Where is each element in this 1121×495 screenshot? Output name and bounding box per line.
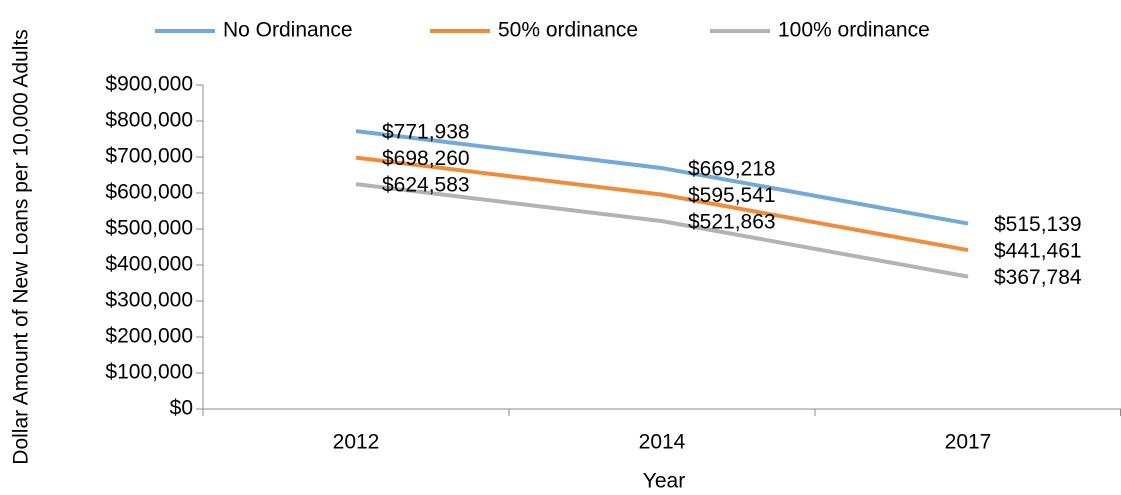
- data-label: $515,139: [994, 213, 1082, 236]
- y-tick-label: $500,000: [105, 217, 193, 240]
- y-tick-label: $300,000: [105, 289, 193, 312]
- data-label: $367,784: [994, 266, 1082, 289]
- y-tick-label: $100,000: [105, 361, 193, 384]
- x-tick-label: 2014: [639, 431, 686, 454]
- data-label: $624,583: [382, 174, 470, 197]
- data-label: $441,461: [994, 240, 1082, 263]
- x-tick-label: 2012: [333, 431, 380, 454]
- y-tick-label: $400,000: [105, 253, 193, 276]
- legend-label: No Ordinance: [223, 19, 353, 42]
- series-line: [355, 182, 969, 279]
- y-tick-label: $800,000: [105, 109, 193, 132]
- data-label: $698,260: [382, 147, 470, 170]
- series-line: [355, 129, 969, 226]
- y-tick-label: $700,000: [105, 145, 193, 168]
- data-label: $595,541: [688, 184, 776, 207]
- y-tick-label: $200,000: [105, 325, 193, 348]
- series-line: [355, 155, 969, 253]
- legend-label: 100% ordinance: [778, 19, 930, 42]
- y-tick-label: $0: [170, 397, 193, 420]
- x-axis-label: Year: [643, 470, 685, 493]
- data-label: $771,938: [382, 121, 470, 144]
- y-axis-label: Dollar Amount of New Loans per 10,000 Ad…: [10, 29, 33, 464]
- legend-label: 50% ordinance: [498, 19, 638, 42]
- data-label: $521,863: [688, 211, 776, 234]
- x-tick-label: 2017: [945, 431, 992, 454]
- y-tick-label: $900,000: [105, 73, 193, 96]
- y-tick-label: $600,000: [105, 181, 193, 204]
- data-label: $669,218: [688, 158, 776, 181]
